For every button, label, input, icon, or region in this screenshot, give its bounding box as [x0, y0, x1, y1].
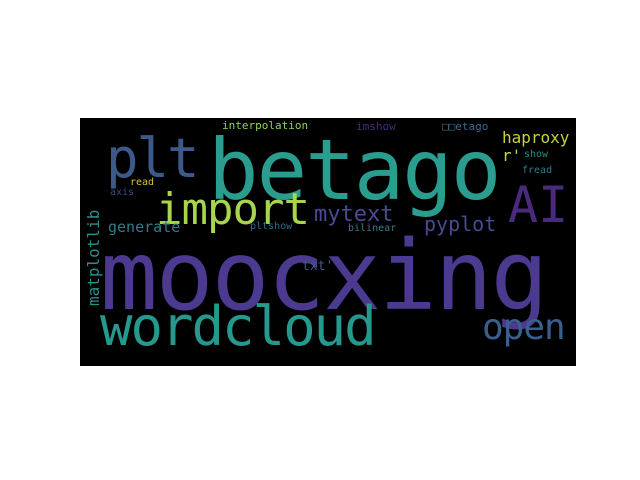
word-generate: generate: [108, 218, 181, 236]
word-pyplot: pyplot: [424, 212, 497, 236]
word-etago-boxes: □□etago: [442, 120, 489, 133]
word-moocxing: moocxing: [100, 220, 548, 332]
word-axis: axis: [110, 187, 135, 198]
word-show: show: [524, 149, 549, 160]
word-plt: plt: [106, 127, 200, 190]
word-txt: txt': [302, 259, 334, 274]
word-fread: fread: [522, 165, 553, 176]
word-interpolation: interpolation: [222, 119, 309, 132]
word-read: read: [130, 177, 155, 188]
word-r: r': [502, 146, 522, 165]
word-betago: betago: [208, 121, 501, 219]
word-open: open: [482, 307, 566, 348]
word-matplotlib: matplotlib: [84, 209, 103, 306]
word-import: import: [156, 184, 310, 235]
word-haproxy: haproxy: [502, 128, 570, 147]
word-pltshow: pltshow: [250, 221, 293, 232]
wordcloud-image: moocxing betago wordcloud plt import AI …: [80, 118, 576, 366]
word-wordcloud: wordcloud: [100, 295, 377, 358]
word-bilinear: bilinear: [348, 223, 397, 234]
word-mytext: mytext: [314, 202, 394, 227]
word-AI: AI: [508, 176, 569, 234]
word-imshow: imshow: [356, 120, 396, 133]
